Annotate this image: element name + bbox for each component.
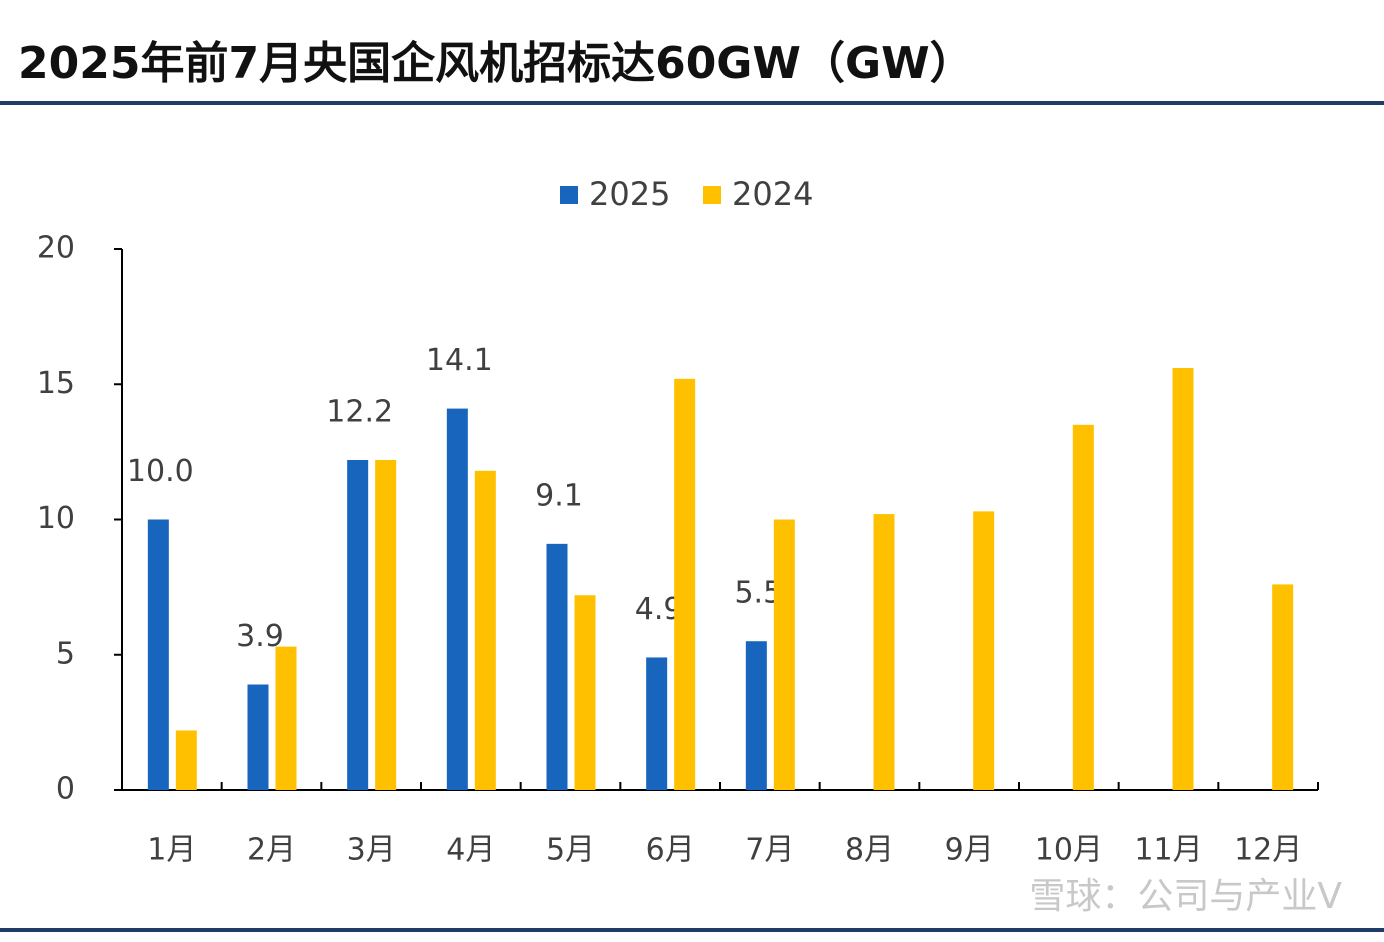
bar [347,459,369,790]
y-tick-label: 15 [37,366,75,401]
y-tick-label: 0 [56,772,75,807]
x-tick-label: 11月 [1134,833,1202,868]
x-tick-label: 4月 [446,833,495,868]
x-tick-label: 3月 [347,833,396,868]
x-tick-label: 2月 [247,833,296,868]
bar [973,511,995,790]
title-rule [0,101,1384,105]
bar [247,684,269,790]
x-tick-label: 7月 [745,833,794,868]
bar [275,646,297,790]
bar [674,378,696,790]
bar [546,543,568,790]
y-tick-label: 20 [37,231,75,266]
bar [745,641,767,790]
x-tick-label: 6月 [646,833,695,868]
x-tick-label: 8月 [845,833,894,868]
legend-label: 2024 [732,175,813,213]
bar [375,459,397,790]
bar [474,470,496,790]
bar [1172,368,1194,790]
y-tick-label: 10 [37,501,75,536]
x-tick-label: 9月 [945,833,994,868]
bottom-rule [0,928,1384,932]
bar [574,595,596,790]
bar [446,408,468,790]
x-tick-label: 5月 [546,833,595,868]
bar [646,657,668,790]
legend-swatch [560,186,578,204]
data-label: 9.1 [535,478,583,513]
x-tick-label: 10月 [1035,833,1103,868]
bar [773,519,795,790]
bar [147,519,169,790]
bar [1272,584,1294,790]
chart-title: 2025年前7月央国企风机招标达60GW（GW） [18,38,974,89]
bar [873,514,895,790]
x-tick-label: 12月 [1234,833,1302,868]
x-tick-label: 1月 [147,833,196,868]
legend-swatch [703,186,721,204]
y-tick-label: 5 [56,636,75,671]
bar [175,730,197,790]
watermark: 雪球：公司与产业V [1029,876,1342,917]
bar [1072,424,1094,790]
data-label: 12.2 [326,394,393,429]
data-label: 14.1 [426,343,493,378]
legend-label: 2025 [589,175,670,213]
data-label: 10.0 [127,454,194,489]
